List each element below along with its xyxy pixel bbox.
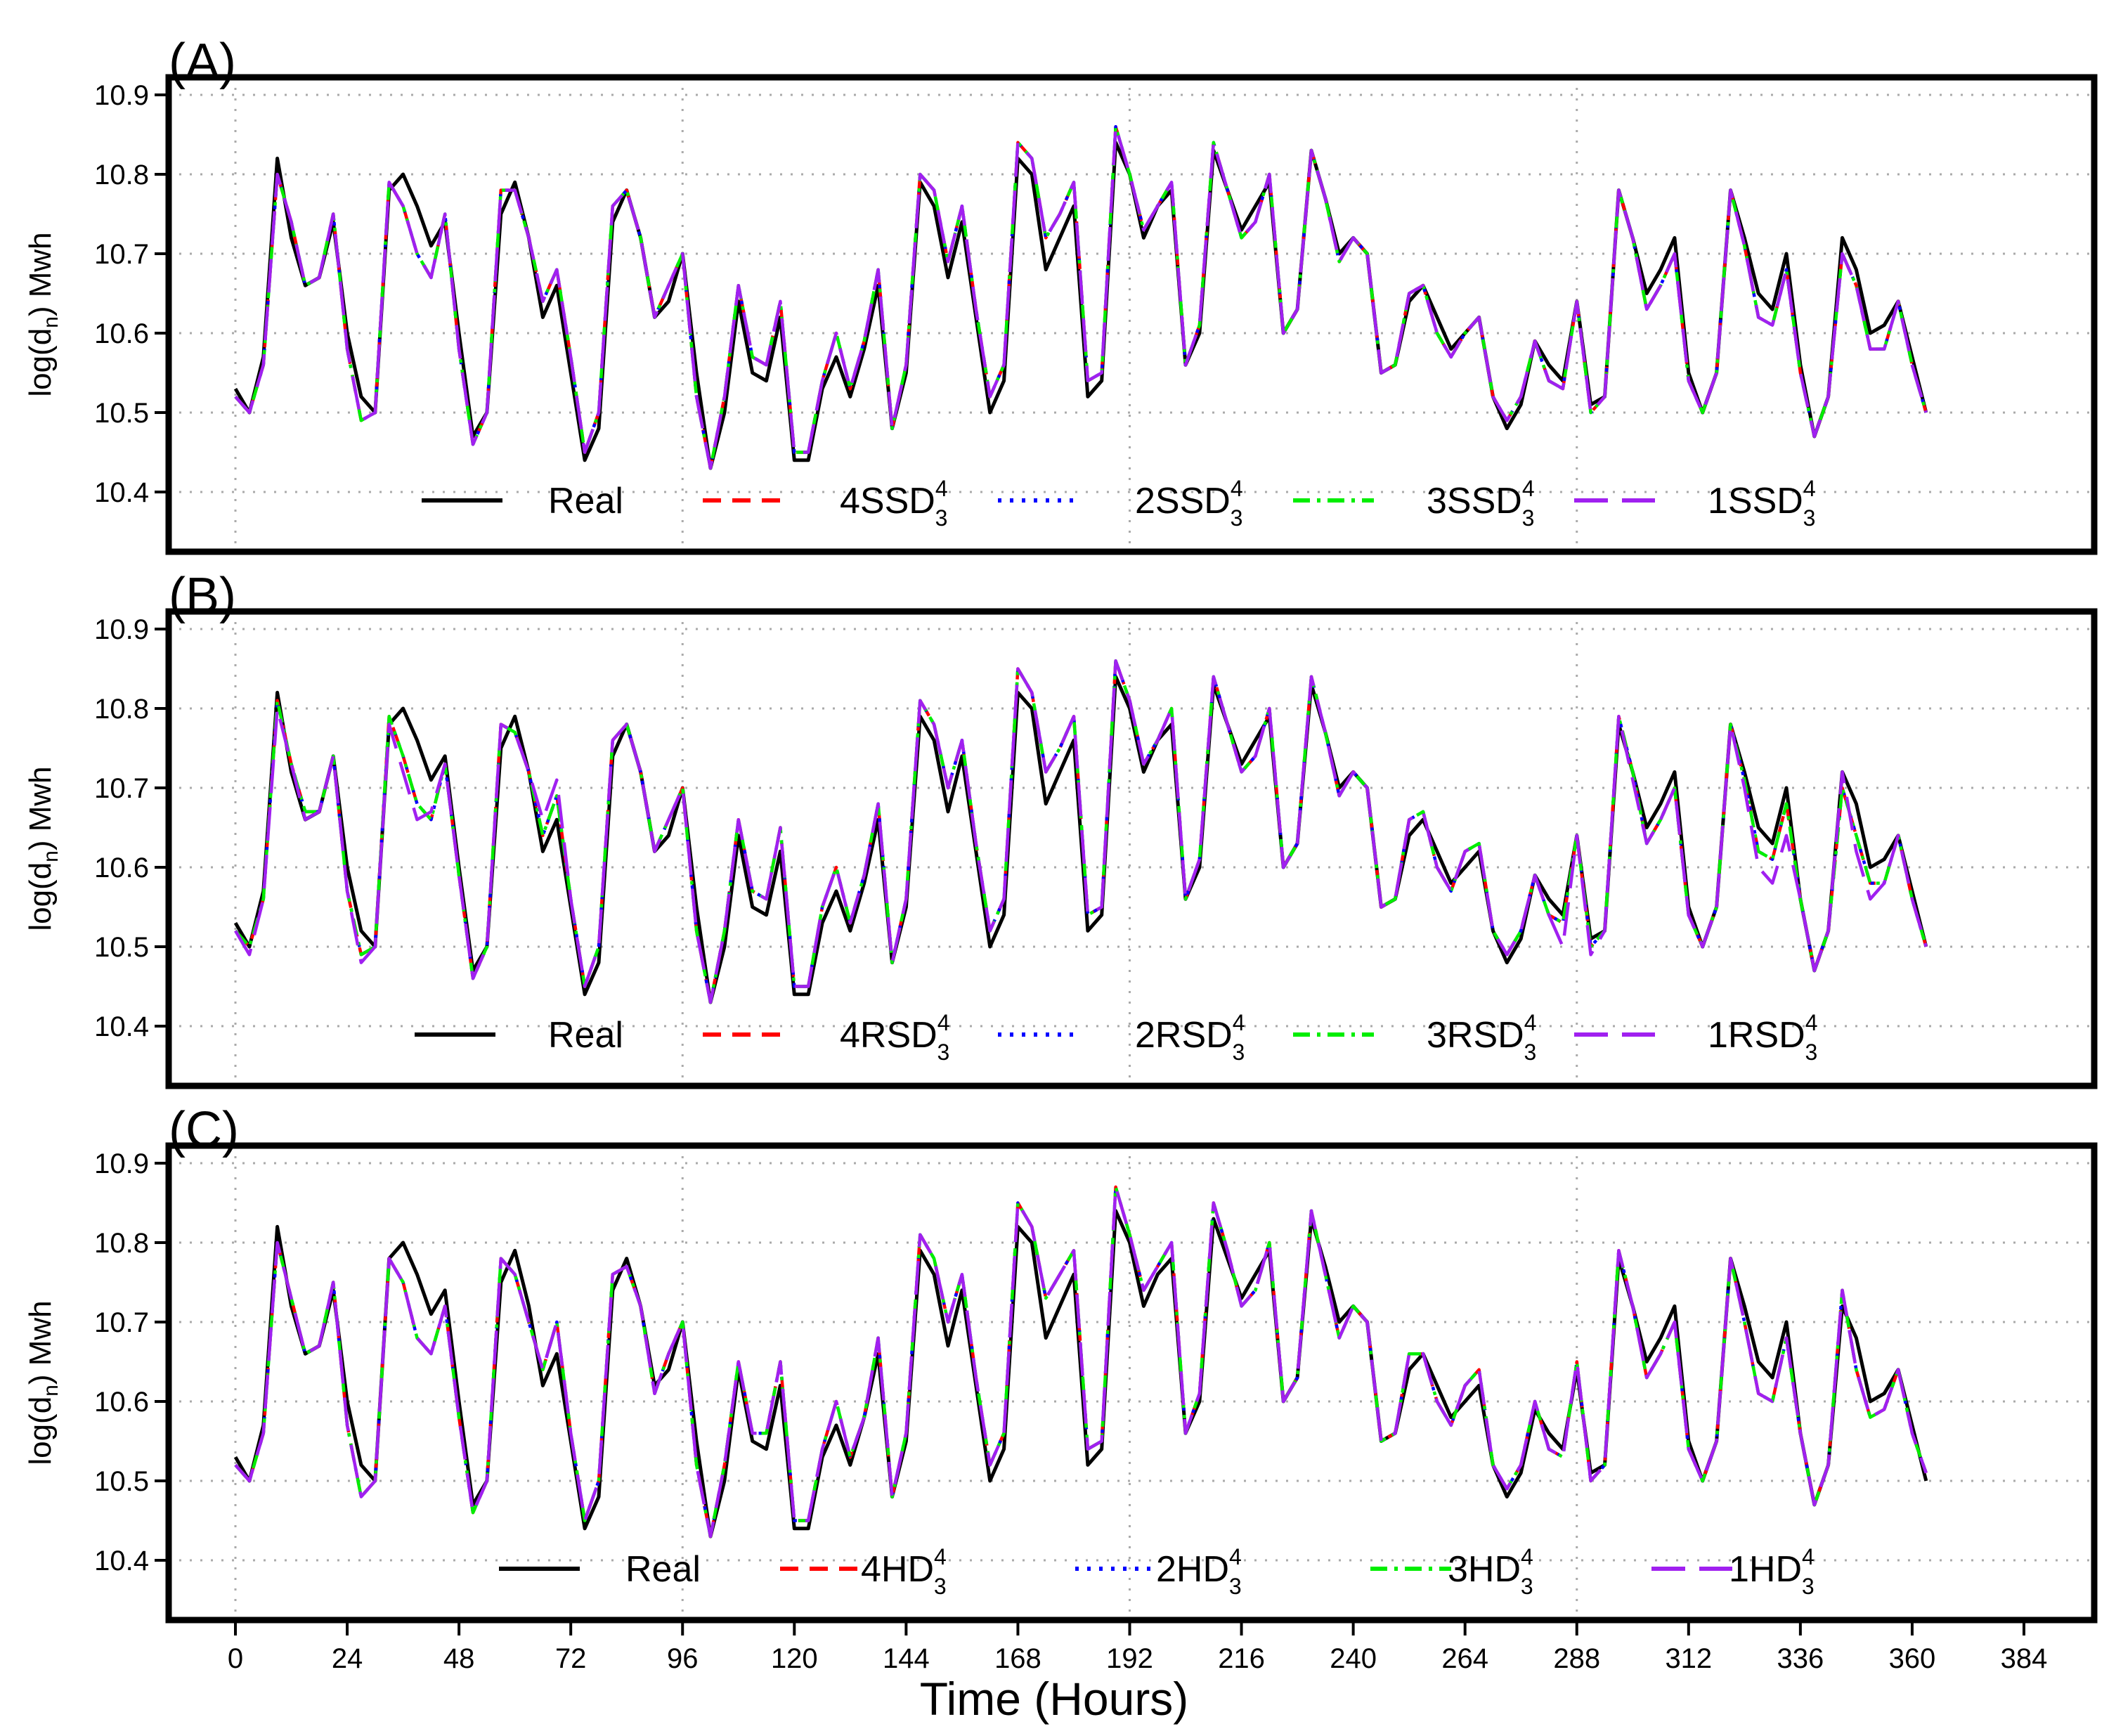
x-tick-label: 48 <box>443 1643 475 1674</box>
y-tick-label: 10.6 <box>94 1387 149 1418</box>
legend-label-2rsd: 2RSD4 3 <box>1135 1010 1245 1065</box>
x-tick-label: 192 <box>1106 1643 1153 1674</box>
x-tick-label: 360 <box>1889 1643 1936 1674</box>
legend-label-3ssd: 3SSD4 3 <box>1427 476 1535 531</box>
chart-panel-2: 10.4 10.5 10.6 10.7 10.8 10.9 (B) log(dn) Mwh Re… <box>23 568 2098 1089</box>
y-tick-label: 10.4 <box>94 1546 149 1576</box>
plot-frame <box>165 1142 2098 1624</box>
legend-label-4ssd: 4SSD4 3 <box>840 476 948 531</box>
y-tick-label: 10.9 <box>94 1148 149 1179</box>
x-tick-label: 336 <box>1777 1643 1824 1674</box>
legend-label-real: Real <box>548 481 623 522</box>
chart-panel-1: 10.4 10.5 10.6 10.7 10.8 10.9 (A) log(dn) Mwh Re… <box>23 34 2098 555</box>
y-tick-label: 10.7 <box>94 1307 149 1338</box>
x-axis-title: Time (Hours) <box>920 1673 1189 1725</box>
series-line-real <box>233 141 1928 470</box>
x-tick-label: 264 <box>1441 1643 1488 1674</box>
y-tick-label: 10.8 <box>94 694 149 725</box>
y-tick-label: 10.5 <box>94 1466 149 1497</box>
y-tick-label: 10.4 <box>94 1011 149 1042</box>
y-tick-label: 10.9 <box>94 80 149 111</box>
y-axis-title: log(dn) Mwh <box>23 766 63 931</box>
series-line-real <box>233 675 1928 1004</box>
legend-label-4rsd: 4RSD4 3 <box>840 1010 950 1065</box>
y-tick-label: 10.5 <box>94 932 149 963</box>
x-tick-label: 168 <box>994 1643 1041 1674</box>
legend-label-3hd: 3HD4 3 <box>1448 1544 1533 1599</box>
legend-label-1rsd: 1RSD4 3 <box>1708 1010 1818 1065</box>
y-tick-label: 10.4 <box>94 477 149 508</box>
y-tick-label: 10.6 <box>94 853 149 883</box>
y-tick-label: 10.6 <box>94 318 149 349</box>
panel-label: (B) <box>169 568 236 624</box>
legend-label-1hd: 1HD4 3 <box>1729 1544 1815 1599</box>
legend-label-real: Real <box>548 1015 623 1056</box>
panel-label: (C) <box>169 1102 239 1158</box>
legend-label-1ssd: 1SSD4 3 <box>1708 476 1816 531</box>
x-tick-label: 216 <box>1218 1643 1265 1674</box>
plot-frame <box>165 608 2098 1089</box>
y-tick-label: 10.7 <box>94 773 149 804</box>
x-tick-label: 312 <box>1665 1643 1712 1674</box>
legend-label-2ssd: 2SSD4 3 <box>1135 476 1243 531</box>
series-line-1ssd <box>234 124 1928 470</box>
x-tick-label: 0 <box>228 1643 243 1674</box>
x-tick-label: 120 <box>771 1643 818 1674</box>
x-tick-label: 384 <box>2001 1643 2048 1674</box>
series-line-1rsd <box>234 659 1928 1004</box>
y-tick-label: 10.8 <box>94 160 149 190</box>
legend-label-4hd: 4HD4 3 <box>861 1544 947 1599</box>
y-tick-label: 10.9 <box>94 614 149 645</box>
y-tick-label: 10.7 <box>94 239 149 270</box>
legend-label-real: Real <box>625 1549 701 1590</box>
legend-label-3rsd: 3RSD4 3 <box>1427 1010 1537 1065</box>
x-tick-label: 240 <box>1330 1643 1377 1674</box>
series-line-real <box>233 1209 1928 1539</box>
x-tick-label: 24 <box>332 1643 363 1674</box>
x-tick-label: 72 <box>555 1643 587 1674</box>
x-tick-label: 288 <box>1553 1643 1600 1674</box>
y-axis-title: log(dn) Mwh <box>23 232 63 396</box>
x-tick-label: 96 <box>667 1643 699 1674</box>
y-tick-label: 10.5 <box>94 398 149 429</box>
legend-label-2hd: 2HD4 3 <box>1156 1544 1242 1599</box>
y-tick-label: 10.8 <box>94 1228 149 1259</box>
panel-label: (A) <box>169 34 236 90</box>
y-axis-title: log(dn) Mwh <box>23 1300 63 1465</box>
plot-frame <box>165 74 2098 555</box>
x-tick-label: 144 <box>883 1643 930 1674</box>
chart-panel-3: 10.4 10.5 10.6 10.7 10.8 10.9 (C) log(dn) Mwh Re… <box>23 1102 2098 1725</box>
series-line-1hd <box>234 1185 1928 1539</box>
